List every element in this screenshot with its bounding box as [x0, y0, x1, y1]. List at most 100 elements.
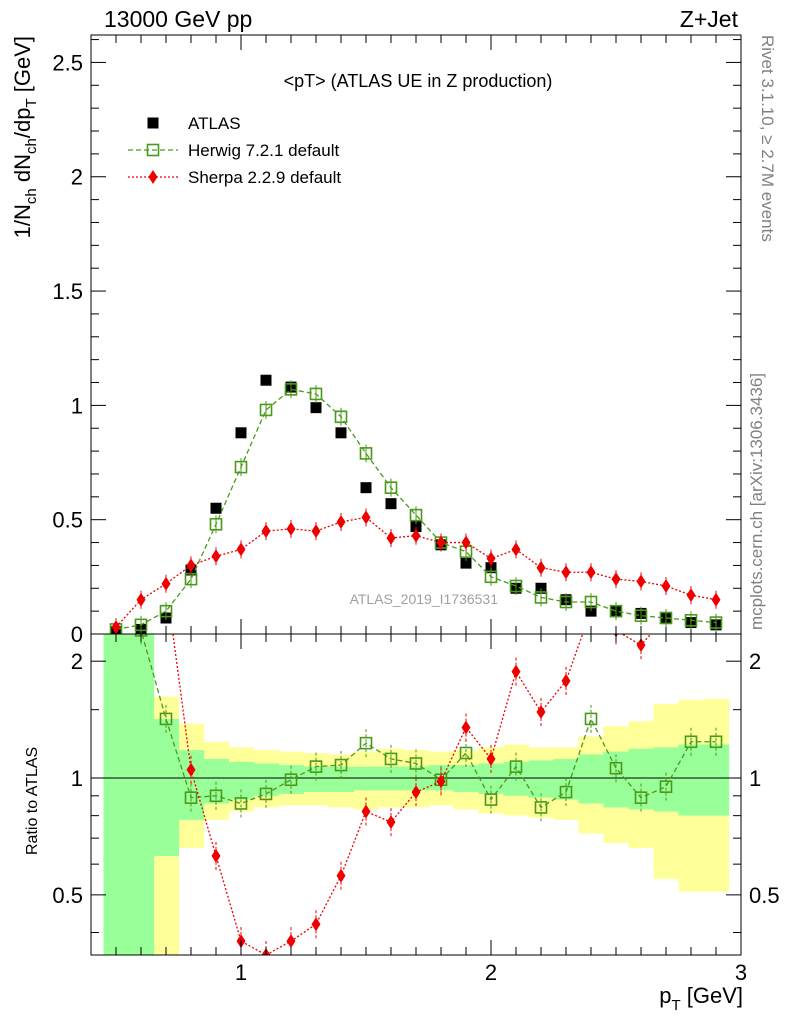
atlas-main-point	[360, 482, 372, 494]
herwig-main-point	[259, 403, 273, 417]
ratio-y-tick-label-right: 1	[749, 766, 761, 791]
stat-band-bin	[278, 765, 305, 794]
sherpa-ratio-point	[712, 575, 721, 589]
herwig-ratio-point	[684, 735, 698, 749]
stat-band-bin	[228, 761, 255, 800]
mcplots-reference-label: mcplots.cern.ch [arXiv:1306.3436]	[747, 373, 766, 630]
herwig-main-point	[384, 481, 398, 494]
herwig-ratio-point	[659, 780, 673, 793]
herwig-ratio-point	[259, 787, 273, 801]
sherpa-main-point	[136, 592, 146, 607]
ratio-panel: 0.5 0.5 1 1 2 2 1 2 3 Ratio to ATLAS pT [GeV]	[24, 443, 780, 1014]
main-y-tick-label: 0	[71, 622, 83, 647]
herwig-ratio-point	[234, 797, 248, 810]
sherpa-ratio-point	[411, 785, 421, 800]
sherpa-ratio-point	[361, 804, 371, 819]
sherpa-main-point	[111, 620, 121, 634]
herwig-ratio-line	[141, 634, 716, 809]
main-y-axis-label: 1/Nch dNch/dpT [GeV]	[10, 36, 40, 238]
herwig-main-point	[409, 508, 423, 522]
sherpa-ratio-point	[286, 934, 296, 949]
legend: ATLAS Herwig 7.2.1 default Sherpa 2.2.9 de…	[128, 114, 341, 187]
sherpa-ratio-point	[636, 638, 646, 653]
herwig-ratio-point	[534, 801, 548, 814]
herwig-legend-marker	[146, 143, 160, 157]
ratio-y-tick-label: 2	[71, 649, 83, 674]
sherpa-main-point	[236, 542, 246, 557]
main-y-tick-label: 2.5	[52, 50, 83, 75]
main-y-axis: 0 0.5 1 1.5 2 2.5	[52, 39, 741, 647]
main-series-layer	[109, 374, 723, 634]
sherpa-main-point	[161, 576, 171, 591]
herwig-main-point	[609, 604, 623, 618]
herwig-main-point	[709, 616, 723, 629]
sherpa-ratio-point	[386, 815, 396, 830]
herwig-ratio-point	[459, 746, 473, 760]
sherpa-main-point	[611, 572, 621, 587]
sherpa-main-point	[336, 514, 346, 529]
atlas-legend-marker	[147, 117, 159, 129]
atlas-main-point	[535, 582, 547, 594]
sherpa-main-point	[661, 578, 671, 593]
ratio-x-tick-label: 1	[235, 960, 247, 985]
sherpa-main-point	[411, 528, 421, 543]
ratio-x-axis: 1 2 3	[115, 634, 747, 985]
atlas-main-point	[310, 402, 322, 414]
sherpa-main-point	[511, 542, 521, 557]
herwig-main-point	[584, 595, 598, 609]
ratio-y-tick-label: 0.5	[52, 883, 83, 908]
herwig-main-point	[234, 460, 248, 474]
atlas-main-point	[260, 374, 272, 386]
sherpa-ratio-point	[311, 917, 321, 932]
herwig-ratio-point	[309, 760, 323, 773]
stat-band-bin	[153, 718, 180, 856]
herwig-main-point	[309, 387, 323, 401]
atlas-main-point	[485, 562, 497, 574]
stat-band-bin	[103, 634, 155, 955]
herwig-ratio-point	[359, 736, 373, 750]
herwig-ratio-point	[284, 773, 298, 787]
herwig-main-point	[209, 517, 223, 531]
sherpa-ratio-point	[137, 443, 146, 457]
sherpa-main-point	[561, 565, 571, 580]
ratio-y-tick-label-right: 0.5	[749, 883, 780, 908]
herwig-main-point	[284, 383, 298, 396]
herwig-main-point	[334, 410, 348, 424]
sherpa-ratio-point	[336, 868, 346, 883]
stat-band-bin	[528, 760, 555, 798]
herwig-main-point	[659, 611, 673, 625]
herwig-main-point	[484, 570, 498, 584]
sherpa-main-point	[486, 551, 496, 566]
herwig-ratio-point	[184, 791, 198, 804]
atlas-legend-label: ATLAS	[188, 114, 241, 133]
main-x-axis-ticks	[115, 35, 742, 634]
sherpa-main-point	[261, 524, 271, 539]
herwig-ratio-point	[484, 793, 498, 806]
main-plot-title: <pT> (ATLAS UE in Z production)	[284, 71, 553, 91]
herwig-main-point	[684, 613, 698, 627]
herwig-ratio-point	[584, 712, 598, 726]
stat-band-bin	[478, 763, 505, 794]
sherpa-main-point	[636, 574, 646, 589]
herwig-ratio-point	[159, 712, 173, 726]
herwig-ratio-point	[209, 789, 223, 803]
atlas-main-point	[460, 557, 472, 569]
herwig-main-point	[559, 595, 573, 609]
ratio-y-axis: 0.5 0.5 1 1 2 2	[52, 649, 780, 933]
herwig-main-point	[159, 604, 173, 618]
ratio-x-tick-label: 2	[485, 960, 497, 985]
atlas-main-point	[335, 427, 347, 439]
sherpa-ratio-point	[486, 751, 496, 766]
stat-band-bin	[578, 754, 605, 804]
header-beam-label: 13000 GeV pp	[104, 6, 252, 32]
ratio-x-tick-label: 3	[735, 960, 747, 985]
sherpa-ratio-point	[461, 720, 471, 735]
herwig-main-point	[134, 618, 148, 632]
sherpa-main-point	[311, 524, 321, 539]
herwig-legend-label: Herwig 7.2.1 default	[188, 141, 339, 160]
sherpa-legend-marker	[148, 170, 158, 184]
sherpa-main-point	[686, 588, 696, 603]
atlas-main-point	[235, 427, 247, 439]
sherpa-main-point	[386, 530, 396, 545]
